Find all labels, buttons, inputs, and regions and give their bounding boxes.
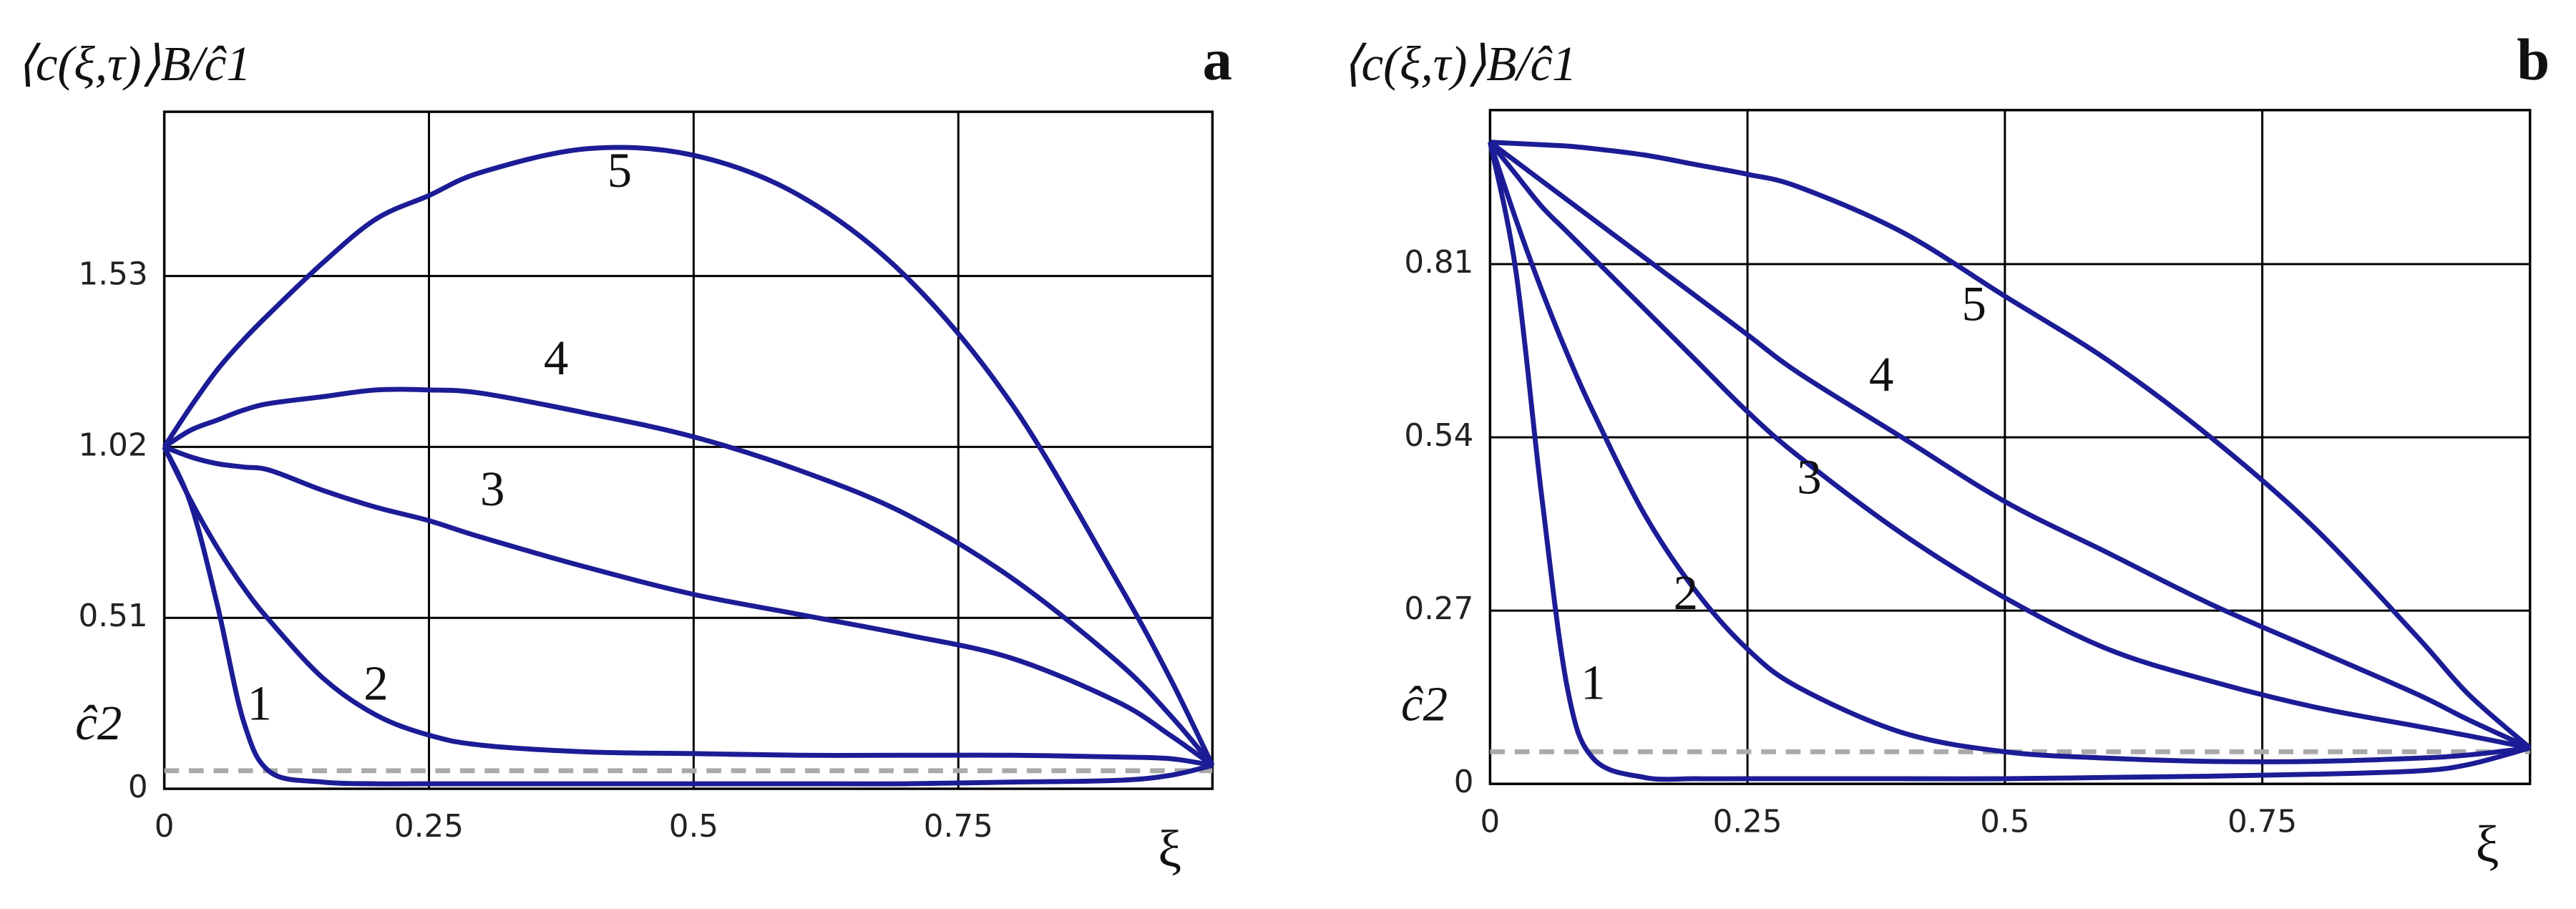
y-tick-label: 0.27 <box>1404 591 1473 627</box>
curve <box>1488 140 2531 751</box>
curve-label: 5 <box>608 143 632 198</box>
curve-label: 1 <box>248 676 272 730</box>
curve-label: 1 <box>1581 655 1605 709</box>
curve <box>162 445 1214 787</box>
curve <box>1490 140 2532 750</box>
curve <box>1488 140 2532 751</box>
x-tick-label: 0 <box>1480 804 1501 840</box>
x-tick-label: 0 <box>155 809 175 845</box>
curve <box>162 387 1215 767</box>
y-axis-label: ⟨c(ξ,τ)⟩B/ĉ1 <box>1342 37 1577 91</box>
x-tick-label: 0.25 <box>394 809 464 845</box>
curve <box>1488 141 2531 782</box>
reference-label: ĉ2 <box>75 696 122 750</box>
curve-label: 3 <box>480 462 504 516</box>
y-tick-label: 0.81 <box>1404 245 1473 281</box>
curve-label: 5 <box>1961 277 1986 331</box>
reference-label: ĉ2 <box>1401 676 1448 731</box>
curve-label: 2 <box>364 656 388 710</box>
y-tick-label: 1.53 <box>79 257 148 293</box>
curve <box>162 145 1215 767</box>
x-tick-label: 0.5 <box>669 809 718 845</box>
curve-label: 2 <box>1674 565 1698 620</box>
plot-frame <box>1488 109 2532 785</box>
x-tick-label: 0.75 <box>924 809 993 845</box>
x-axis-label: ξ <box>1158 820 1181 878</box>
x-tick-label: 0.75 <box>2228 804 2297 840</box>
y-tick-label: 0 <box>1454 764 1474 800</box>
curve-label: 3 <box>1797 450 1821 505</box>
x-axis-label: ξ <box>2476 815 2499 873</box>
x-tick-label: 0.25 <box>1713 804 1782 840</box>
curve <box>1488 141 2531 764</box>
curve <box>163 444 1214 768</box>
y-tick-label: 0 <box>128 769 148 805</box>
x-tick-label: 0.5 <box>1980 804 2029 840</box>
curve <box>162 445 1213 768</box>
panel-label: a <box>1203 26 1232 92</box>
curve-label: 4 <box>544 331 568 385</box>
y-axis-label: ⟨c(ξ,τ)⟩B/ĉ1 <box>16 37 251 91</box>
panel-label: b <box>2517 26 2550 92</box>
plot-frame <box>162 110 1214 790</box>
curve-label: 4 <box>1869 347 1893 402</box>
y-tick-label: 0.54 <box>1404 418 1473 454</box>
y-tick-label: 0.51 <box>79 598 148 634</box>
y-tick-label: 1.02 <box>79 427 148 463</box>
